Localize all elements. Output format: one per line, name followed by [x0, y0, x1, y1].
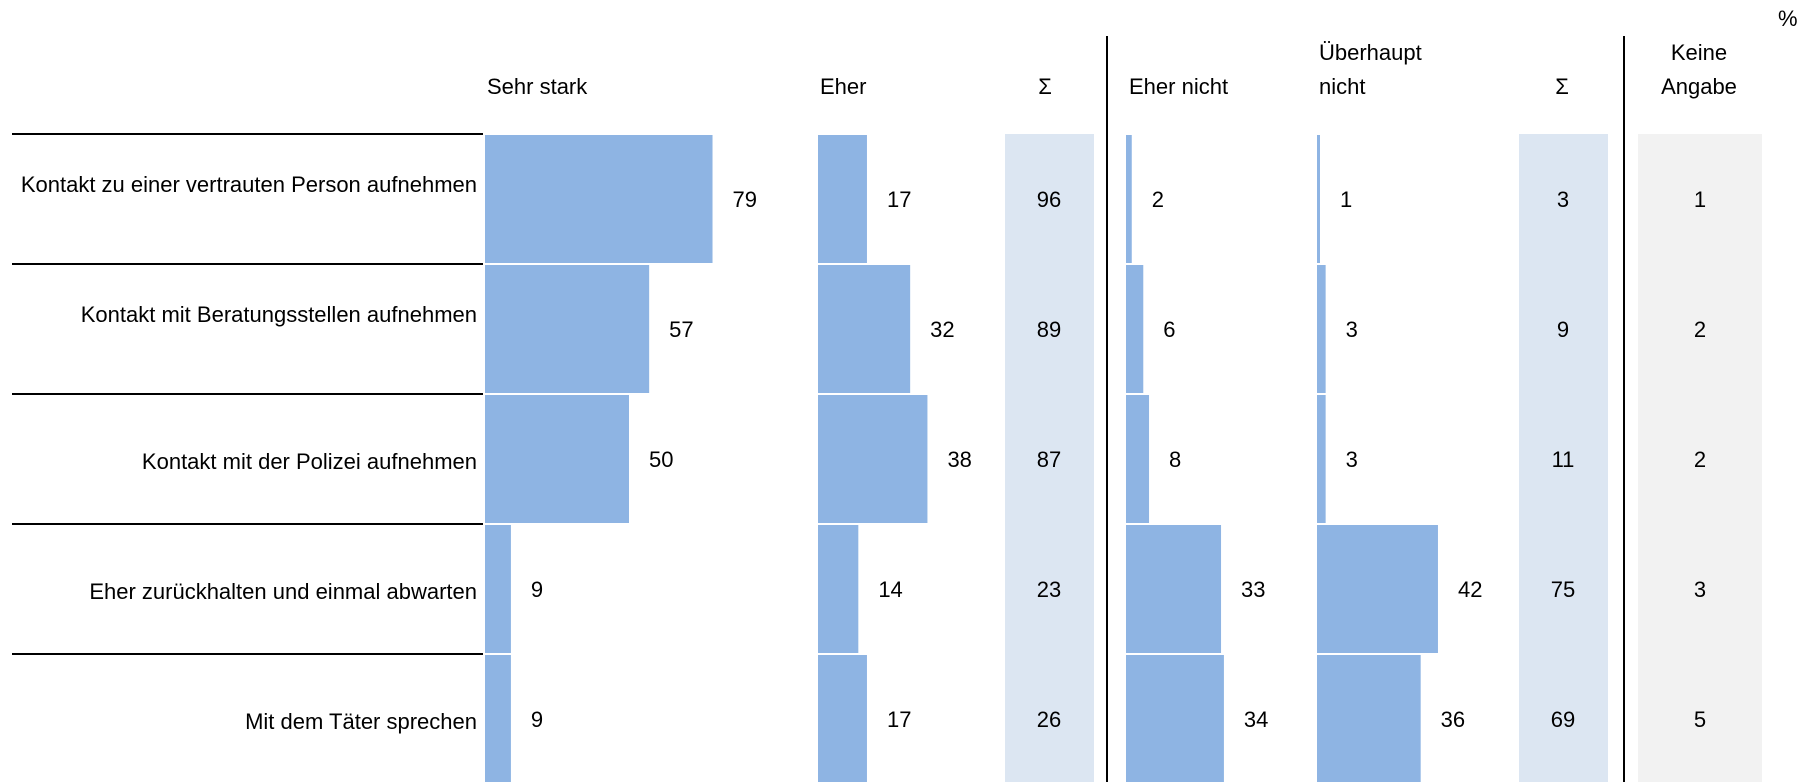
no-answer-column-bg — [1638, 134, 1762, 782]
unit-label: % — [1778, 6, 1798, 31]
bar — [1126, 655, 1224, 782]
bar — [818, 135, 867, 263]
header-keine-line2: Angabe — [1661, 74, 1737, 99]
data-label: 3 — [1346, 447, 1358, 472]
sum-negative-value: 9 — [1557, 317, 1569, 342]
header-ueberhaupt-line1: Überhaupt — [1319, 40, 1422, 65]
data-label: 50 — [649, 447, 673, 472]
bar — [485, 525, 511, 653]
sum-negative-column-bg — [1519, 134, 1608, 782]
bar — [1126, 265, 1144, 393]
header-ueberhaupt-line2: nicht — [1319, 74, 1366, 99]
data-label: 14 — [878, 577, 902, 602]
data-label: 79 — [733, 187, 757, 212]
no-answer-value: 1 — [1694, 187, 1706, 212]
data-label: 9 — [531, 707, 543, 732]
data-label: 34 — [1244, 707, 1268, 732]
data-label: 17 — [887, 707, 911, 732]
header-sum-negative: Σ — [1555, 74, 1569, 99]
header-sum-positive: Σ — [1038, 74, 1052, 99]
category-label: Eher zurückhalten und einmal abwarten — [89, 579, 477, 604]
data-label: 42 — [1458, 577, 1482, 602]
data-label: 38 — [947, 447, 971, 472]
bar — [1126, 525, 1222, 653]
category-label: Kontakt mit der Polizei aufnehmen — [141, 449, 477, 474]
bar — [1317, 265, 1326, 393]
sum-negative-value: 11 — [1552, 447, 1575, 472]
sum-negative-value: 3 — [1557, 187, 1569, 212]
bar — [485, 395, 629, 523]
header-eher: Eher — [820, 74, 867, 99]
category-label: Mit dem Täter sprechen — [245, 709, 477, 734]
sum-negative-value: 69 — [1551, 707, 1575, 732]
sum-positive-value: 87 — [1037, 447, 1061, 472]
sum-positive-value: 26 — [1037, 707, 1061, 732]
no-answer-value: 5 — [1694, 707, 1706, 732]
header-eher-nicht: Eher nicht — [1129, 74, 1229, 99]
sum-positive-value: 23 — [1037, 577, 1061, 602]
bar — [818, 655, 867, 782]
sum-positive-value: 96 — [1037, 187, 1061, 212]
sum-negative-value: 75 — [1551, 577, 1575, 602]
sum-positive-column-bg — [1005, 134, 1094, 782]
bar — [818, 525, 859, 653]
data-label: 57 — [669, 317, 693, 342]
bar — [485, 265, 650, 393]
bar — [1317, 655, 1421, 782]
bar — [1317, 135, 1320, 263]
bar — [1126, 135, 1132, 263]
no-answer-value: 3 — [1694, 577, 1706, 602]
header-keine-line1: Keine — [1670, 40, 1728, 65]
bar — [818, 265, 911, 393]
data-label: 2 — [1152, 187, 1164, 212]
bar — [1126, 395, 1150, 523]
no-answer-value: 2 — [1694, 317, 1706, 342]
category-label: Kontakt mit Beratungsstellen aufnehmen — [80, 302, 477, 327]
data-label: 6 — [1163, 317, 1175, 342]
bar — [1317, 525, 1438, 653]
data-label: 33 — [1241, 577, 1265, 602]
data-label: 32 — [930, 317, 954, 342]
header-sehr-stark: Sehr stark — [487, 74, 588, 99]
bar — [485, 135, 713, 263]
bar — [485, 655, 511, 782]
bar — [1317, 395, 1326, 523]
category-label: Kontakt zu einer vertrauten Person aufne… — [20, 172, 477, 197]
data-label: 1 — [1340, 187, 1352, 212]
no-answer-value: 2 — [1694, 447, 1706, 472]
sum-positive-value: 89 — [1037, 317, 1061, 342]
data-label: 3 — [1346, 317, 1358, 342]
data-label: 8 — [1169, 447, 1181, 472]
data-label: 36 — [1441, 707, 1465, 732]
data-label: 9 — [531, 577, 543, 602]
data-label: 17 — [887, 187, 911, 212]
bar — [818, 395, 928, 523]
